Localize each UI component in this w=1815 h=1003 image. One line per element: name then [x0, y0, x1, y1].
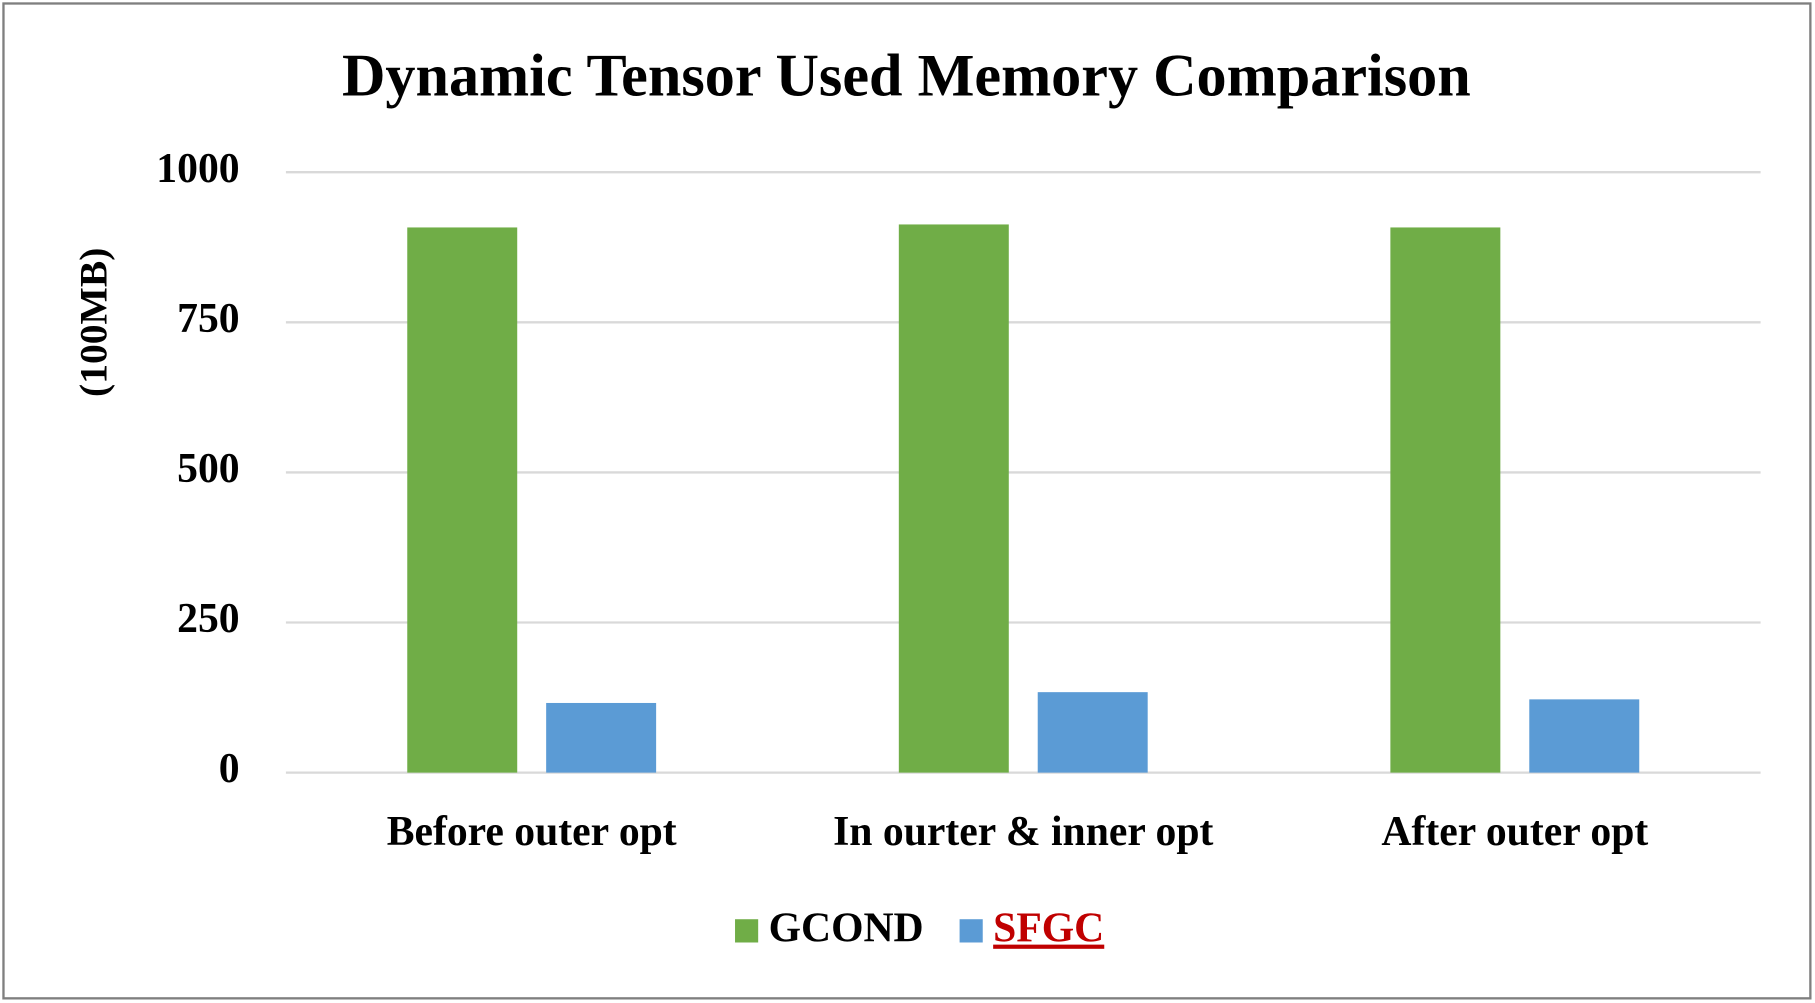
y-axis-title: (100MB): [71, 248, 115, 397]
bar: [1529, 699, 1640, 773]
bar: [1390, 227, 1501, 773]
chart-title: Dynamic Tensor Used Memory Comparison: [342, 42, 1471, 109]
bar: [546, 702, 657, 773]
x-tick-label: In ourter & inner opt: [833, 809, 1213, 855]
bar: [407, 227, 518, 773]
y-tick-label: 0: [219, 746, 240, 792]
legend-label: SFGC: [993, 906, 1104, 952]
bar: [1037, 692, 1148, 773]
y-tick-label: 500: [177, 446, 239, 492]
legend-swatch: [959, 919, 983, 943]
bar: [898, 224, 1009, 773]
legend-swatch: [735, 919, 759, 943]
x-tick-label: After outer opt: [1381, 809, 1648, 855]
y-tick-label: 250: [177, 596, 239, 642]
y-tick-label: 1000: [156, 146, 239, 192]
legend-label: GCOND: [769, 906, 924, 952]
x-tick-label: Before outer opt: [387, 809, 677, 855]
y-tick-label: 750: [177, 296, 239, 342]
